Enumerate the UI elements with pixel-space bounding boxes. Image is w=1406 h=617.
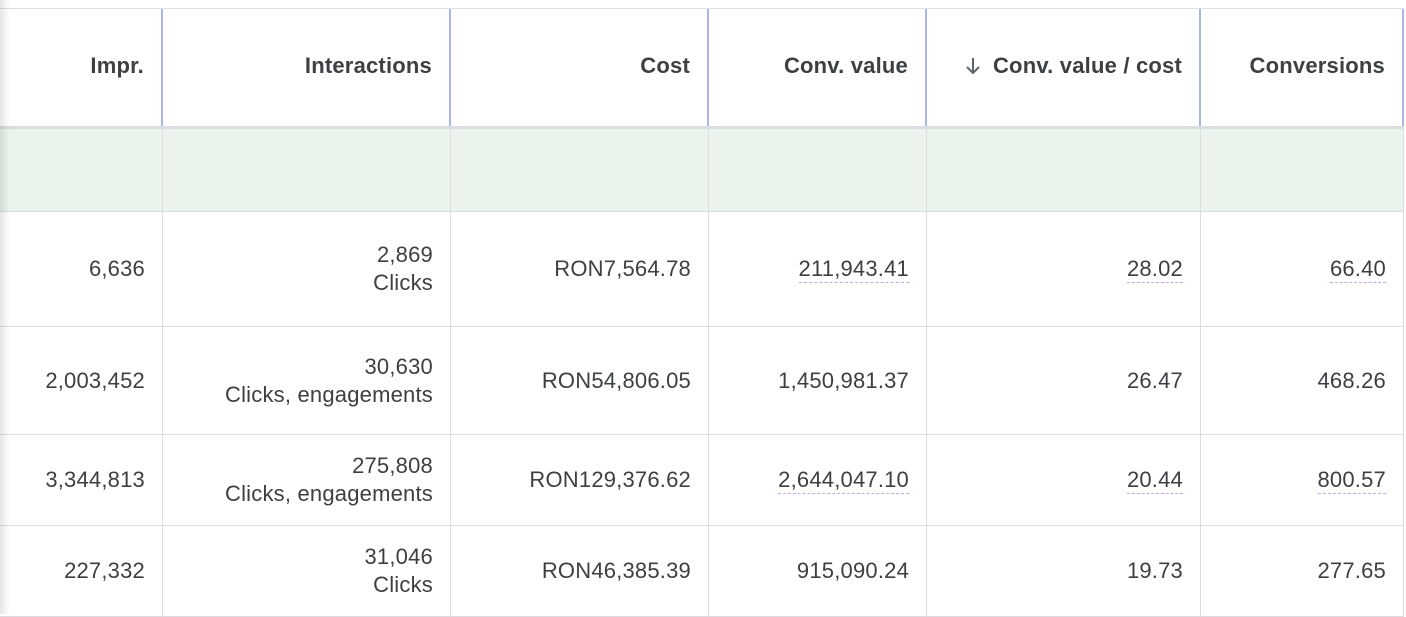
interaction-types: Clicks [373, 270, 433, 295]
conv-value-cell: 2,644,047.10 [709, 435, 927, 525]
cost-value: RON46,385.39 [541, 558, 691, 583]
impressions-cell: 6,636 [0, 212, 163, 326]
column-header-conv-value[interactable]: Conv. value [709, 9, 927, 126]
conv-value-per-cost-cell: 20.44 [927, 435, 1201, 525]
conv-value-per-cost-value[interactable]: 28.02 [1126, 255, 1183, 283]
conversions-cell: 66.40 [1201, 212, 1404, 326]
summary-cell [1201, 129, 1404, 211]
conv-value-value[interactable]: 211,943.41 [798, 255, 909, 283]
interactions-cell: 30,630 Clicks, engagements [163, 327, 451, 434]
conversions-value: 468.26 [1317, 367, 1386, 393]
interaction-types: Clicks, engagements [224, 481, 433, 506]
summary-cell [163, 129, 451, 211]
conv-value-cell: 915,090.24 [709, 526, 927, 616]
column-header-label: Conv. value [783, 52, 908, 78]
column-header-label: Interactions [304, 52, 432, 78]
cost-cell: RON54,806.05 [451, 327, 709, 434]
conv-value-value: 915,090.24 [796, 558, 909, 583]
summary-cell [709, 129, 927, 211]
cost-value: RON129,376.62 [529, 467, 691, 492]
interactions-value: 30,630 [364, 353, 433, 379]
conversions-value[interactable]: 66.40 [1329, 255, 1386, 283]
interactions-cell: 275,808 Clicks, engagements [163, 435, 451, 525]
interactions-value: 31,046 [364, 544, 433, 569]
conv-value-per-cost-cell: 26.47 [927, 327, 1201, 434]
conversions-value[interactable]: 800.57 [1317, 466, 1386, 494]
cost-cell: RON129,376.62 [451, 435, 709, 525]
column-header-interactions[interactable]: Interactions [163, 9, 451, 126]
cost-cell: RON7,564.78 [451, 212, 709, 326]
interaction-types: Clicks, engagements [224, 381, 433, 407]
column-header-impressions[interactable]: Impr. [0, 9, 163, 126]
cost-value: RON54,806.05 [541, 367, 691, 393]
table-header-row: Impr. Interactions Cost Conv. value Conv… [0, 8, 1404, 129]
column-header-label: Cost [640, 52, 690, 78]
impressions-cell: 2,003,452 [0, 327, 163, 434]
conv-value-cell: 1,450,981.37 [709, 327, 927, 434]
arrow-down-icon [966, 57, 980, 74]
impressions-value: 6,636 [88, 256, 145, 281]
interactions-cell: 2,869 Clicks [163, 212, 451, 326]
column-header-label: Conversions [1249, 52, 1385, 78]
cost-cell: RON46,385.39 [451, 526, 709, 616]
impressions-cell: 227,332 [0, 526, 163, 616]
impressions-value: 2,003,452 [45, 367, 145, 393]
summary-cell [451, 129, 709, 211]
table-row: 2,003,452 30,630 Clicks, engagements RON… [0, 327, 1404, 435]
interactions-cell: 31,046 Clicks [163, 526, 451, 616]
conv-value-per-cost-value[interactable]: 20.44 [1126, 466, 1183, 494]
column-header-label: Impr. [90, 52, 144, 78]
conv-value-per-cost-cell: 19.73 [927, 526, 1201, 616]
impressions-value: 227,332 [64, 558, 145, 583]
conv-value-per-cost-value: 19.73 [1126, 558, 1183, 583]
table-row: 3,344,813 275,808 Clicks, engagements RO… [0, 435, 1404, 526]
column-header-conversions[interactable]: Conversions [1201, 9, 1404, 126]
conv-value-per-cost-value: 26.47 [1126, 367, 1183, 393]
summary-cell [0, 129, 163, 211]
column-header-content: Conv. value / cost [961, 53, 1182, 79]
conv-value-cell: 211,943.41 [709, 212, 927, 326]
interactions-value: 275,808 [352, 453, 433, 478]
conversions-cell: 277.65 [1201, 526, 1404, 616]
interactions-value: 2,869 [376, 242, 433, 267]
column-header-cost[interactable]: Cost [451, 9, 709, 126]
impressions-value: 3,344,813 [45, 467, 145, 492]
column-header-label: Conv. value / cost [992, 52, 1182, 78]
cost-value: RON7,564.78 [554, 256, 691, 281]
conv-value-per-cost-cell: 28.02 [927, 212, 1201, 326]
conv-value-value: 1,450,981.37 [778, 367, 909, 393]
conv-value-value[interactable]: 2,644,047.10 [778, 466, 909, 494]
conversions-cell: 468.26 [1201, 327, 1404, 434]
conversions-value: 277.65 [1317, 558, 1386, 583]
table-row: 6,636 2,869 Clicks RON7,564.78 211,943.4… [0, 212, 1404, 327]
column-header-conv-value-per-cost[interactable]: Conv. value / cost [927, 9, 1201, 126]
interaction-types: Clicks [373, 572, 433, 597]
conversions-cell: 800.57 [1201, 435, 1404, 525]
table-row: 227,332 31,046 Clicks RON46,385.39 915,0… [0, 526, 1404, 617]
campaign-stats-table: Impr. Interactions Cost Conv. value Conv… [0, 8, 1404, 617]
summary-row [0, 129, 1404, 212]
impressions-cell: 3,344,813 [0, 435, 163, 525]
summary-cell [927, 129, 1201, 211]
